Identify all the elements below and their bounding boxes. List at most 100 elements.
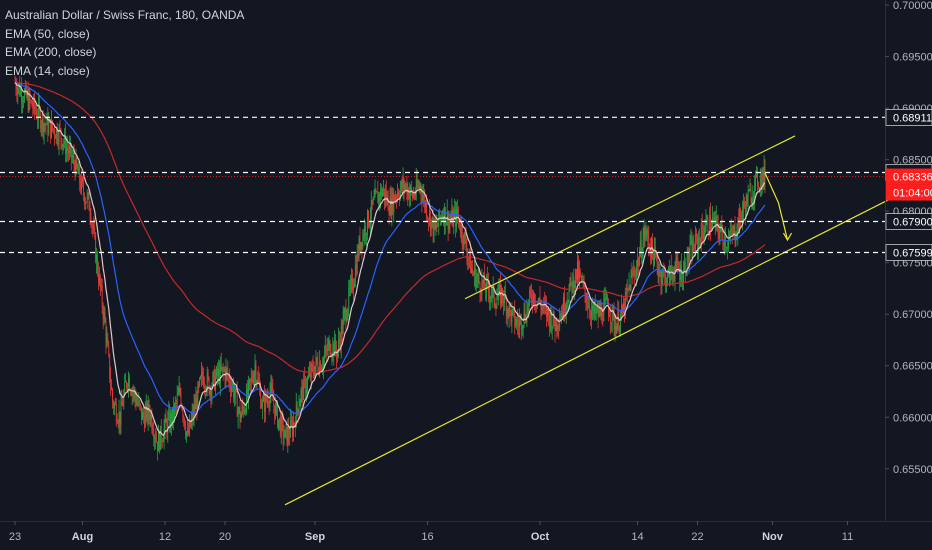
candle-body xyxy=(555,319,557,332)
indicator-ema14[interactable]: EMA (14, close) xyxy=(5,63,90,78)
candle-body xyxy=(680,264,682,280)
candle-body xyxy=(749,189,751,191)
candle-body xyxy=(361,242,363,248)
candle-body xyxy=(96,255,97,262)
candle xyxy=(132,384,134,404)
candle-body xyxy=(468,257,470,259)
indicator-ema50[interactable]: EMA (50, close) xyxy=(5,26,90,41)
candle-body xyxy=(728,239,729,249)
candle-body xyxy=(153,432,155,439)
candle xyxy=(738,208,740,231)
candle xyxy=(317,352,319,375)
candle xyxy=(554,318,556,343)
candle-body xyxy=(174,404,175,419)
candle xyxy=(704,219,706,239)
candle-body xyxy=(428,218,429,220)
candle xyxy=(95,231,97,264)
projection-arrow[interactable] xyxy=(764,172,793,242)
candle xyxy=(211,382,213,405)
candle xyxy=(638,256,639,276)
candle-body xyxy=(310,364,312,379)
candle-body xyxy=(376,191,378,193)
candle xyxy=(53,128,54,135)
candle-body xyxy=(274,405,276,418)
candle xyxy=(596,301,598,314)
candle-body xyxy=(64,134,66,143)
candle xyxy=(251,370,253,384)
candle-body xyxy=(363,233,365,238)
ema50-line xyxy=(14,82,766,415)
candle-body xyxy=(99,275,100,283)
candle xyxy=(727,240,728,260)
candle-body xyxy=(263,396,264,402)
candle xyxy=(69,136,71,157)
candle-body xyxy=(480,292,482,295)
candle xyxy=(448,210,450,234)
candle xyxy=(334,330,336,357)
candle-body xyxy=(646,230,648,234)
candle-body xyxy=(58,127,60,144)
candle-body xyxy=(519,316,521,320)
candle-body xyxy=(78,167,80,174)
candle xyxy=(359,227,361,256)
candle xyxy=(355,255,357,278)
candle xyxy=(728,228,729,253)
indicator-ema200[interactable]: EMA (200, close) xyxy=(5,45,97,59)
candle-body xyxy=(501,288,502,304)
candle-body xyxy=(171,413,172,425)
trend-channel[interactable] xyxy=(284,135,893,506)
candle xyxy=(245,407,247,416)
candle xyxy=(140,403,142,412)
candle-body xyxy=(585,293,587,304)
candle xyxy=(701,213,703,245)
candle-body xyxy=(112,389,113,403)
candle xyxy=(551,325,553,340)
candle xyxy=(22,95,23,114)
candle-body xyxy=(139,400,141,405)
candle xyxy=(280,412,282,445)
candle-body xyxy=(127,386,128,387)
candle xyxy=(144,401,146,428)
candle-body xyxy=(120,400,122,425)
candle-body xyxy=(529,290,531,301)
candle-body xyxy=(264,393,266,413)
candle-body xyxy=(55,128,57,139)
candle xyxy=(146,400,148,425)
candle xyxy=(547,307,548,322)
candle xyxy=(123,389,125,410)
candle xyxy=(215,368,217,395)
candle xyxy=(183,415,185,427)
candle-body xyxy=(332,343,334,356)
candle xyxy=(498,278,500,306)
candle xyxy=(81,170,82,196)
candle-body xyxy=(107,338,109,346)
candle xyxy=(262,395,263,420)
candle xyxy=(315,350,317,375)
candle-body xyxy=(417,185,419,188)
candle xyxy=(97,250,98,277)
candle-body xyxy=(232,383,233,387)
candle-body xyxy=(267,398,269,404)
candle-body xyxy=(539,297,541,304)
candle xyxy=(500,273,502,310)
candle xyxy=(653,249,654,271)
candle-body xyxy=(609,316,611,323)
candle-body xyxy=(463,232,465,246)
candle-body xyxy=(566,303,568,305)
candle-body xyxy=(763,166,765,182)
candle xyxy=(542,304,544,315)
candle-body xyxy=(626,288,628,294)
candle xyxy=(452,205,454,228)
y-tick-label: 0.66000 xyxy=(893,412,932,424)
horizontal-levels[interactable] xyxy=(0,116,885,254)
candle-body xyxy=(382,190,383,197)
time-axis[interactable]: 23 Aug 12 20 Sep 16 Oct 14 22 Nov 11 xyxy=(9,521,853,543)
candle xyxy=(645,221,647,241)
candle-body xyxy=(229,377,231,386)
candle-body xyxy=(375,190,377,193)
candle-body xyxy=(559,319,561,328)
candle-body xyxy=(542,306,544,308)
candle-body xyxy=(388,210,390,215)
candle-body xyxy=(758,186,759,188)
